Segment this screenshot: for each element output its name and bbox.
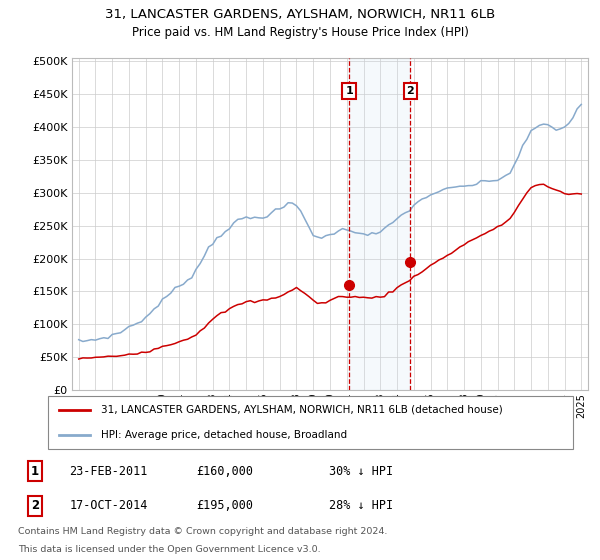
Text: 28% ↓ HPI: 28% ↓ HPI <box>329 499 393 512</box>
Text: 30% ↓ HPI: 30% ↓ HPI <box>329 465 393 478</box>
Text: £160,000: £160,000 <box>196 465 253 478</box>
Text: 31, LANCASTER GARDENS, AYLSHAM, NORWICH, NR11 6LB (detached house): 31, LANCASTER GARDENS, AYLSHAM, NORWICH,… <box>101 405 503 415</box>
Text: Contains HM Land Registry data © Crown copyright and database right 2024.: Contains HM Land Registry data © Crown c… <box>18 528 387 536</box>
Bar <box>349 58 410 390</box>
Text: £195,000: £195,000 <box>196 499 253 512</box>
Text: 1: 1 <box>345 86 353 96</box>
Text: This data is licensed under the Open Government Licence v3.0.: This data is licensed under the Open Gov… <box>18 545 320 554</box>
Text: Price paid vs. HM Land Registry's House Price Index (HPI): Price paid vs. HM Land Registry's House … <box>131 26 469 39</box>
Text: 1: 1 <box>31 465 39 478</box>
Text: 2: 2 <box>407 86 414 96</box>
Text: 17-OCT-2014: 17-OCT-2014 <box>70 499 148 512</box>
Text: HPI: Average price, detached house, Broadland: HPI: Average price, detached house, Broa… <box>101 430 347 440</box>
Text: 31, LANCASTER GARDENS, AYLSHAM, NORWICH, NR11 6LB: 31, LANCASTER GARDENS, AYLSHAM, NORWICH,… <box>105 8 495 21</box>
FancyBboxPatch shape <box>48 396 574 449</box>
Text: 23-FEB-2011: 23-FEB-2011 <box>70 465 148 478</box>
Text: 2: 2 <box>31 499 39 512</box>
